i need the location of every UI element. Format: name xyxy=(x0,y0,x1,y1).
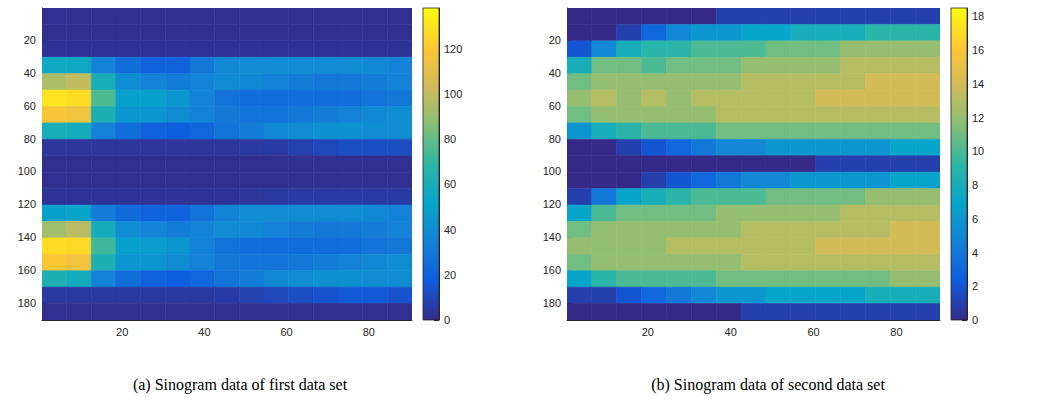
svg-text:120: 120 xyxy=(444,43,462,55)
svg-text:40: 40 xyxy=(444,224,456,236)
svg-text:2: 2 xyxy=(972,280,978,292)
svg-text:140: 140 xyxy=(543,231,561,243)
svg-text:100: 100 xyxy=(18,165,36,177)
svg-text:40: 40 xyxy=(24,67,36,79)
svg-text:160: 160 xyxy=(18,264,36,276)
svg-text:20: 20 xyxy=(642,326,654,338)
svg-text:20: 20 xyxy=(444,269,456,281)
svg-text:40: 40 xyxy=(198,326,210,338)
svg-text:(a) Sinogram data of first dat: (a) Sinogram data of first data set xyxy=(133,376,348,394)
svg-text:60: 60 xyxy=(280,326,292,338)
svg-text:20: 20 xyxy=(116,326,128,338)
svg-text:40: 40 xyxy=(725,326,737,338)
svg-text:14: 14 xyxy=(972,78,984,90)
svg-text:100: 100 xyxy=(444,88,462,100)
svg-text:8: 8 xyxy=(972,179,978,191)
svg-text:(b) Sinogram data of second da: (b) Sinogram data of second data set xyxy=(651,376,885,394)
svg-text:40: 40 xyxy=(549,67,561,79)
svg-text:12: 12 xyxy=(972,112,984,124)
svg-text:16: 16 xyxy=(972,44,984,56)
svg-text:120: 120 xyxy=(18,198,36,210)
svg-text:60: 60 xyxy=(444,178,456,190)
svg-text:80: 80 xyxy=(24,133,36,145)
svg-text:120: 120 xyxy=(543,198,561,210)
svg-text:4: 4 xyxy=(972,247,978,259)
svg-text:10: 10 xyxy=(972,145,984,157)
svg-text:60: 60 xyxy=(549,100,561,112)
svg-text:60: 60 xyxy=(24,100,36,112)
svg-text:80: 80 xyxy=(363,326,375,338)
svg-text:0: 0 xyxy=(972,314,978,326)
svg-text:20: 20 xyxy=(24,34,36,46)
svg-text:80: 80 xyxy=(890,326,902,338)
svg-text:20: 20 xyxy=(549,34,561,46)
svg-text:180: 180 xyxy=(543,297,561,309)
svg-text:18: 18 xyxy=(972,10,984,22)
svg-text:160: 160 xyxy=(543,264,561,276)
svg-text:180: 180 xyxy=(18,297,36,309)
svg-text:0: 0 xyxy=(444,314,450,326)
svg-text:6: 6 xyxy=(972,213,978,225)
svg-text:80: 80 xyxy=(444,133,456,145)
svg-text:60: 60 xyxy=(807,326,819,338)
svg-text:100: 100 xyxy=(543,165,561,177)
svg-text:80: 80 xyxy=(549,133,561,145)
svg-text:140: 140 xyxy=(18,231,36,243)
